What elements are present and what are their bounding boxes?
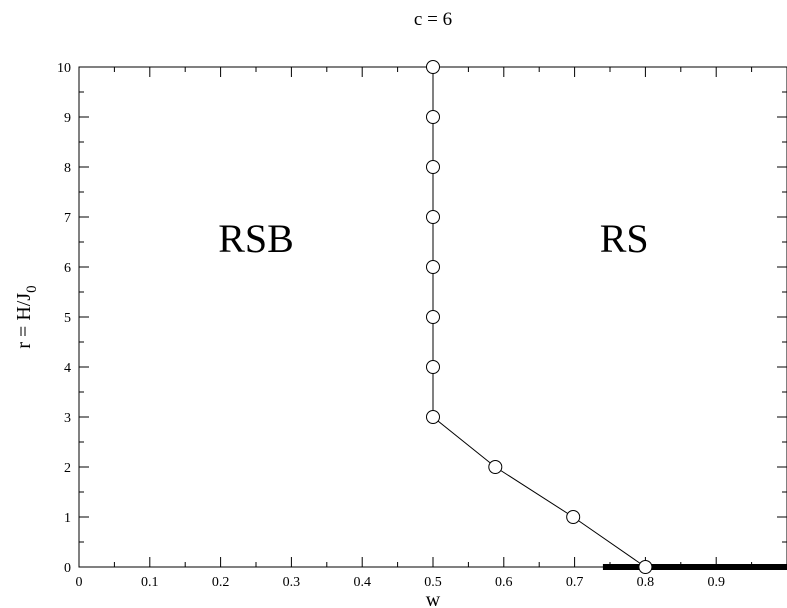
data-point xyxy=(426,110,440,124)
y-tick-label: 3 xyxy=(64,411,71,426)
y-tick-label: 9 xyxy=(64,111,71,126)
data-point xyxy=(426,260,440,274)
data-point xyxy=(426,160,440,174)
data-point xyxy=(638,560,653,574)
data-point xyxy=(426,360,440,374)
y-tick-label: 4 xyxy=(64,361,71,376)
y-tick-label: 1 xyxy=(64,511,71,526)
plot-area: 0 0.1 0.2 0.3 0.4 0.5 0.6 0.7 0.8 0.9 0 1 2 3 4 5 6 7 8 9 10 xyxy=(57,60,787,590)
x-tick-label: 0.1 xyxy=(141,575,159,590)
data-point xyxy=(426,60,440,74)
x-tick-label: 0.5 xyxy=(424,575,442,590)
y-tick-label: 8 xyxy=(64,161,71,176)
y-tick-label: 6 xyxy=(64,261,71,276)
region-labels: RSB RS xyxy=(218,216,648,261)
region-label-rs: RS xyxy=(600,216,649,261)
data-point xyxy=(426,310,440,324)
data-point xyxy=(426,410,440,424)
x-tick-label: 0.8 xyxy=(637,575,655,590)
y-tick-label: 7 xyxy=(64,211,71,226)
y-tick-label: 10 xyxy=(57,61,71,76)
x-tick-label: 0.4 xyxy=(353,575,371,590)
x-tick-label: 0.2 xyxy=(212,575,230,590)
chart-title: c = 6 xyxy=(414,9,452,30)
x-tick-label: 0.3 xyxy=(283,575,301,590)
y-axis-label: r = H/J0 xyxy=(13,285,40,348)
data-point xyxy=(566,510,581,524)
region-label-rsb: RSB xyxy=(218,216,294,261)
y-axis-label-main: r = H/J xyxy=(13,293,35,349)
y-tick-label: 2 xyxy=(64,461,71,476)
x-tick-label: 0.9 xyxy=(707,575,725,590)
x-tick-label: 0.6 xyxy=(495,575,513,590)
x-tick-label: 0.7 xyxy=(566,575,584,590)
phase-boundary-line xyxy=(432,67,646,568)
y-tick-label: 5 xyxy=(64,311,71,326)
x-tick-label: 0 xyxy=(76,575,83,590)
x-axis-label: w xyxy=(426,589,441,608)
y-tick-label: 0 xyxy=(64,561,71,576)
data-point xyxy=(426,210,440,224)
y-axis-label-subscript: 0 xyxy=(24,285,40,293)
data-point xyxy=(488,460,503,474)
